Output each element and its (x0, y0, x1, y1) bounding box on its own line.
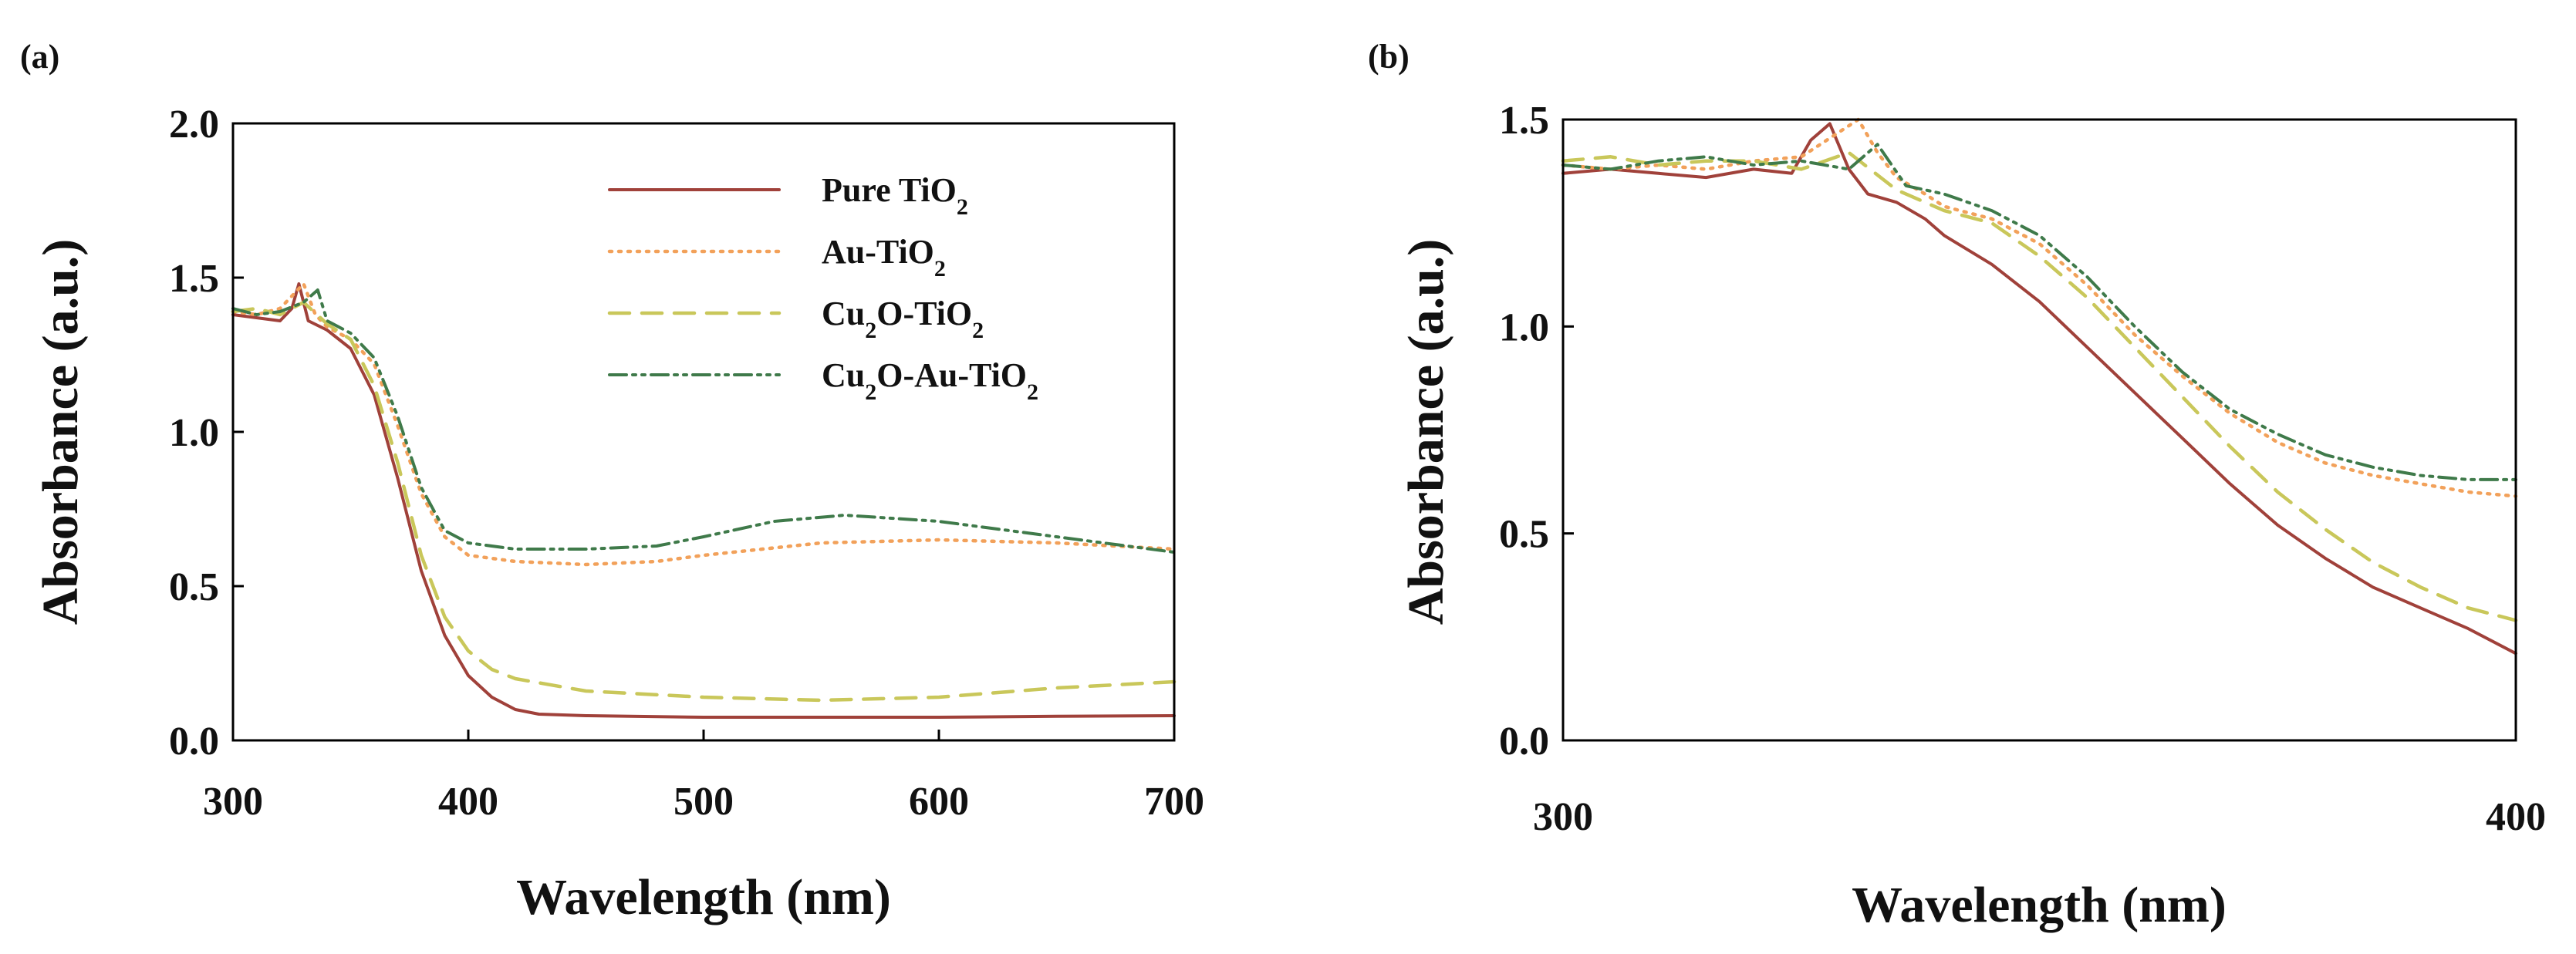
panel-b-label: (b) (1368, 38, 1410, 76)
panel-b-y-ticks: 0.0 0.5 1.0 1.5 (1499, 99, 1574, 764)
panel-a: (a) 0.0 0.5 1.0 1.5 2.0 300 400 500 600 700 Wave… (20, 38, 1204, 925)
panel-b-y-tick-label: 0.0 (1499, 720, 1549, 764)
panel-b-x-tick-label: 400 (2486, 795, 2546, 839)
panel-b-series-pure (1561, 122, 2517, 656)
panel-a-x-axis-title: Wavelength (nm) (516, 869, 891, 925)
panel-a-y-tick-label: 2.0 (169, 103, 219, 147)
panel-a-x-ticks: 300 400 500 600 700 (203, 730, 1204, 824)
panel-a-x-tick-label: 300 (203, 780, 263, 824)
panel-a-y-axis-title: Absorbance (a.u.) (32, 239, 89, 625)
panel-a-y-tick-label: 1.5 (169, 257, 219, 301)
panel-b-x-tick-label: 300 (1533, 795, 1593, 839)
legend-label-cu2o: Cu2O-TiO2 (822, 295, 984, 343)
panel-b-series (1561, 117, 2518, 656)
panel-a-x-tick-label: 500 (674, 780, 734, 824)
panel-a-x-tick-label: 700 (1144, 780, 1204, 824)
panel-b-x-ticks: 300 400 (1533, 730, 2546, 839)
panel-a-series-cu2oau (231, 288, 1176, 554)
panel-a-y-tick-label: 0.0 (169, 720, 219, 764)
panel-a-y-tick-label: 0.5 (169, 565, 219, 609)
panel-b-plot-frame (1561, 118, 2517, 742)
panel-a-series-au (231, 281, 1177, 567)
legend-label-cu2oau: Cu2O-Au-TiO2 (822, 356, 1038, 405)
panel-b-series-cu2oau (1561, 143, 2517, 481)
panel-a-series (231, 281, 1177, 719)
panel-a-y-tick-label: 1.0 (169, 411, 219, 455)
panel-b-series-cu2o (1561, 150, 2518, 622)
panel-b-x-axis-title: Wavelength (nm) (1852, 877, 2227, 933)
panel-a-series-pure (231, 282, 1176, 719)
panel-b-y-tick-label: 1.5 (1499, 99, 1549, 143)
legend-label-au: Au-TiO2 (822, 233, 946, 281)
legend-label-pure: Pure TiO2 (822, 171, 968, 220)
panel-a-legend: Pure TiO2 Au-TiO2 Cu2O-TiO2 Cu2O-Au-TiO2 (607, 171, 1038, 405)
panel-a-y-ticks: 0.0 0.5 1.0 1.5 2.0 (169, 103, 244, 764)
panel-a-x-tick-label: 400 (438, 780, 498, 824)
panel-a-x-tick-label: 600 (909, 780, 969, 824)
panel-b-y-tick-label: 1.0 (1499, 305, 1549, 349)
panel-b: (b) 0.00.51.01.5 300 400 Wavelength (nm) … (1368, 38, 2546, 933)
panel-b-y-tick-label: 0.5 (1499, 513, 1549, 557)
panel-a-label: (a) (20, 38, 59, 76)
panel-b-y-axis-title: Absorbance (a.u.) (1398, 239, 1454, 625)
